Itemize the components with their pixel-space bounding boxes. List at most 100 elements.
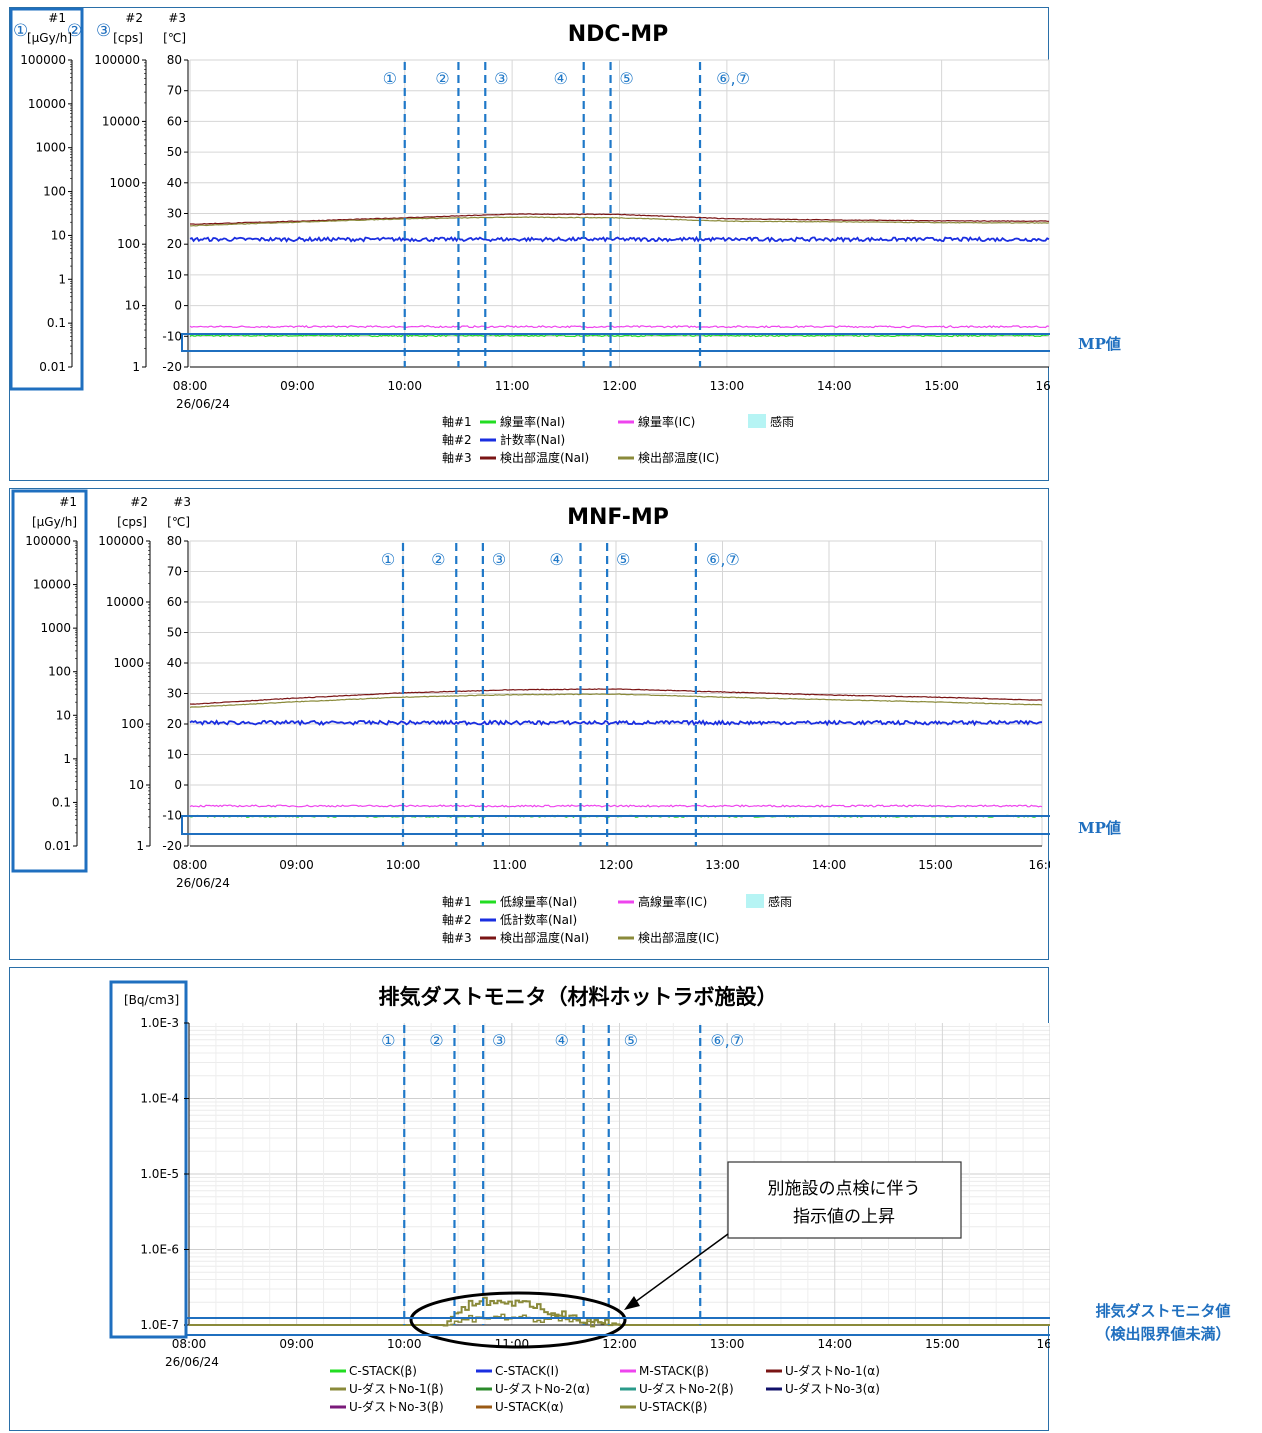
axis3-tick-label: 40 xyxy=(167,656,182,670)
series-line-axis2 xyxy=(189,719,1043,727)
axis3-tick-label: 50 xyxy=(167,145,182,159)
panel-ndc-mp: ① ② ③ #1 #2 #3 [μGy/h] [cps] [℃] NDC-MP … xyxy=(9,7,1050,481)
legend-item-rain: 感雨 xyxy=(768,894,792,909)
legend: C-STACK(β) C-STACK(I) M-STACK(β) U-ダストNo-1(… xyxy=(330,1363,880,1414)
axis3-number: ③ xyxy=(96,21,111,41)
axis3-tick-label: 70 xyxy=(167,84,182,98)
axis1-tick-label: 10 xyxy=(51,228,66,242)
event-marker-label: ① xyxy=(381,550,395,569)
legend-item: U-STACK(β) xyxy=(639,1400,707,1414)
legend-item-count: 計数率(NaI) xyxy=(500,432,565,447)
event-marker-label: ⑥,⑦ xyxy=(706,550,740,569)
axis3-tick-label: -20 xyxy=(162,360,182,374)
x-tick-label: 10:00 xyxy=(387,1337,422,1351)
event-marker-label: ① xyxy=(381,1031,395,1050)
legend-item: C-STACK(I) xyxy=(495,1364,559,1378)
legend-row-axis2: 軸#2 xyxy=(442,913,472,927)
axis1-tick-label: 1000 xyxy=(35,141,66,155)
mp-value-highlight-box xyxy=(181,333,1050,352)
legend-item: U-ダストNo-1(β) xyxy=(349,1381,444,1396)
legend-row-axis3: 軸#3 xyxy=(442,451,472,465)
legend-item: C-STACK(β) xyxy=(349,1364,417,1378)
yaxis-highlight-box xyxy=(109,980,188,1339)
y-tick-label: 1.0E-4 xyxy=(140,1092,179,1106)
axis1-tick-label: 100 xyxy=(43,185,66,199)
yaxis-unit: [Bq/cm3] xyxy=(124,993,179,1007)
axis1-id: #1 xyxy=(59,495,77,509)
event-marker-label: ⑤ xyxy=(616,550,630,569)
event-marker-label: ③ xyxy=(492,550,506,569)
x-tick-label: 10:00 xyxy=(387,379,422,393)
x-tick-label: 11:00 xyxy=(492,858,527,872)
x-tick-label: 11:00 xyxy=(495,379,530,393)
legend-item-count: 低計数率(NaI) xyxy=(500,912,577,927)
event-marker-label: ④ xyxy=(554,1031,568,1050)
y-tick-label: 1.0E-3 xyxy=(140,1016,179,1030)
axis2-unit: [cps] xyxy=(113,31,143,45)
dust-value-label: 排気ダストモニタ値 （検出限界値未満） xyxy=(1068,1300,1258,1344)
date-label: 26/06/24 xyxy=(176,876,230,890)
event-marker-label: ④ xyxy=(549,550,563,569)
axis1-unit: [μGy/h] xyxy=(32,515,77,529)
axis3-tick-label: 20 xyxy=(167,237,182,251)
x-tick-label: 13:00 xyxy=(710,1337,745,1351)
axis2-tick-label: 10000 xyxy=(102,114,140,128)
x-tick-label: 13:00 xyxy=(710,379,745,393)
dust-value-label-line-2: （検出限界値未満） xyxy=(1095,1325,1231,1343)
series-line-axis3 xyxy=(190,213,1049,225)
x-tick-label: 09:00 xyxy=(279,1337,314,1351)
chart-title: 排気ダストモニタ（材料ホットラボ施設） xyxy=(379,985,778,1009)
axis1-tick-label: 0.1 xyxy=(52,795,71,809)
axis2-unit: [cps] xyxy=(117,515,147,529)
axis2-tick-label: 1 xyxy=(132,360,140,374)
date-label: 26/06/24 xyxy=(176,397,230,411)
axis2-id: #2 xyxy=(125,11,143,25)
axis1-tick-label: 100 xyxy=(48,665,71,679)
legend: 軸#1 軸#2 軸#3 低線量率(NaI) 高線量率(IC) 感雨 低計数率(N… xyxy=(442,894,792,945)
highlight-ellipse xyxy=(409,1291,627,1349)
chart-dust-monitor: [Bq/cm3] 排気ダストモニタ（材料ホットラボ施設） 08:00 09:00 1… xyxy=(109,980,1050,1414)
axis3-id: #3 xyxy=(173,495,191,509)
axis1-tick-label: 0.1 xyxy=(47,316,66,330)
event-marker-label: ⑤ xyxy=(624,1031,638,1050)
axis1-tick-label: 100000 xyxy=(25,534,71,548)
axis1-tick-label: 0.01 xyxy=(39,360,66,374)
axis3-tick-label: -10 xyxy=(162,809,182,823)
x-tick-label: 08:00 xyxy=(173,858,208,872)
axis1-tick-label: 0.01 xyxy=(44,839,71,853)
x-tick-label: 14:00 xyxy=(817,1337,852,1351)
axis3-tick-label: -10 xyxy=(162,329,182,343)
axis2-tick-label: 100000 xyxy=(94,53,140,67)
event-marker-label: ③ xyxy=(492,1031,506,1050)
series-line-axis3 xyxy=(189,688,1043,705)
legend-item-nai-dose: 低線量率(NaI) xyxy=(500,894,577,909)
x-tick-label: 16:0 xyxy=(1037,1337,1050,1351)
legend-item: M-STACK(β) xyxy=(639,1364,709,1378)
panel-dust-monitor: [Bq/cm3] 排気ダストモニタ（材料ホットラボ施設） 08:00 09:00 1… xyxy=(9,967,1050,1431)
callout-line-2: 指示値の上昇 xyxy=(793,1207,895,1227)
legend-row-axis2: 軸#2 xyxy=(442,433,472,447)
event-marker-label: ⑥,⑦ xyxy=(710,1031,744,1050)
axis3-tick-label: 0 xyxy=(174,299,182,313)
axis3-tick-label: 0 xyxy=(174,778,182,792)
axis1-tick-label: 10 xyxy=(56,708,71,722)
axis1-tick-label: 1 xyxy=(58,272,66,286)
axis3-tick-label: 60 xyxy=(167,595,182,609)
y-tick-label: 1.0E-5 xyxy=(140,1167,179,1181)
axis3-unit: [℃] xyxy=(163,31,186,45)
x-tick-label: 15:00 xyxy=(918,858,953,872)
event-marker-label: ⑥,⑦ xyxy=(716,69,750,88)
axis1-highlight-box xyxy=(10,8,84,391)
legend-item-ic-dose: 高線量率(IC) xyxy=(638,894,707,909)
legend-item-temp-nai: 検出部温度(NaI) xyxy=(500,930,589,945)
legend-item-ic-dose: 線量率(IC) xyxy=(638,414,695,429)
dust-value-label-line-1: 排気ダストモニタ値 xyxy=(1095,1302,1231,1320)
x-tick-label: 16:0 xyxy=(1029,858,1050,872)
axis2-tick-label: 10 xyxy=(129,778,144,792)
axis1-number: ① xyxy=(13,21,28,41)
axis3-tick-label: 70 xyxy=(167,565,182,579)
axis3-tick-label: 10 xyxy=(167,748,182,762)
legend-item: U-ダストNo-3(β) xyxy=(349,1399,444,1414)
axis1-tick-label: 1 xyxy=(63,752,71,766)
x-tick-label: 12:00 xyxy=(602,1337,637,1351)
